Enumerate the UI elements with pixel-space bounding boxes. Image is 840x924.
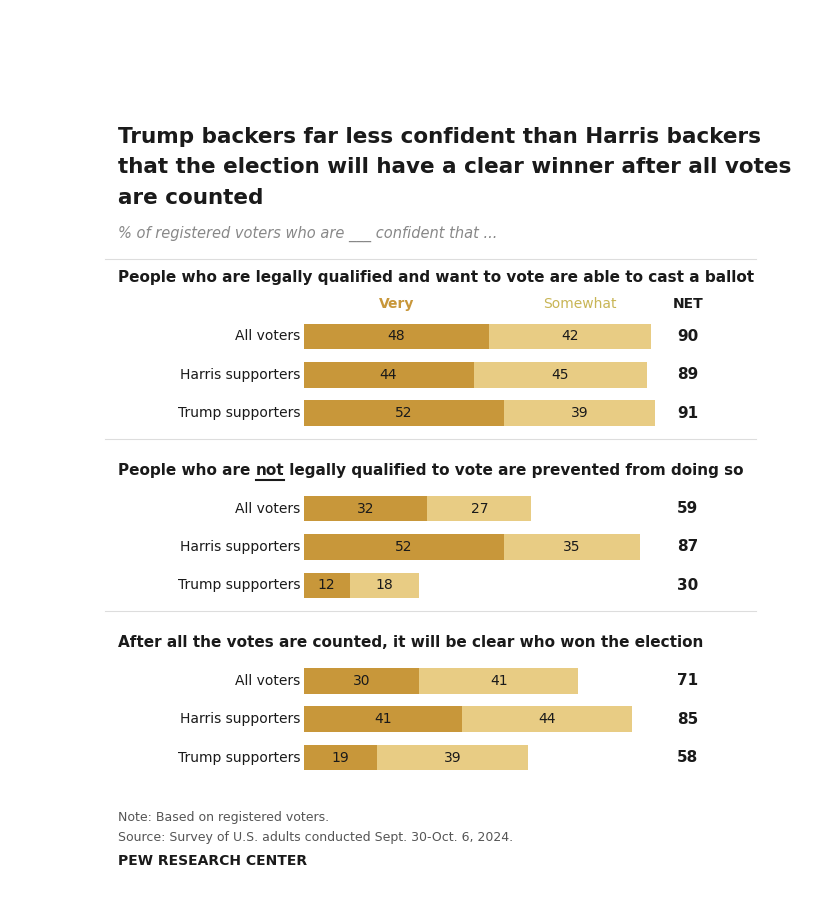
Text: 41: 41 (490, 674, 507, 687)
Bar (428, 496, 532, 521)
Text: 39: 39 (571, 407, 589, 420)
Bar (303, 534, 505, 560)
Text: People who are: People who are (118, 463, 255, 478)
Text: NET: NET (672, 297, 703, 310)
Bar (350, 573, 419, 598)
Text: Harris supporters: Harris supporters (180, 540, 301, 554)
Text: 85: 85 (677, 711, 698, 726)
Text: 58: 58 (677, 750, 698, 765)
Bar (303, 400, 505, 426)
Text: Harris supporters: Harris supporters (180, 712, 301, 726)
Text: 18: 18 (375, 578, 394, 592)
Text: 32: 32 (357, 502, 374, 516)
Text: 45: 45 (552, 368, 570, 382)
Text: Source: Survey of U.S. adults conducted Sept. 30-Oct. 6, 2024.: Source: Survey of U.S. adults conducted … (118, 831, 513, 844)
Bar (474, 362, 648, 387)
Text: 91: 91 (677, 406, 698, 420)
Text: 19: 19 (331, 750, 349, 764)
Text: Trump supporters: Trump supporters (178, 750, 301, 764)
Text: All voters: All voters (235, 329, 301, 344)
Text: 39: 39 (444, 750, 461, 764)
Text: Trump supporters: Trump supporters (178, 578, 301, 592)
Text: 59: 59 (677, 501, 698, 516)
Text: 90: 90 (677, 329, 698, 344)
Text: 30: 30 (353, 674, 370, 687)
Text: PEW RESEARCH CENTER: PEW RESEARCH CENTER (118, 854, 307, 868)
Text: 52: 52 (396, 540, 412, 554)
Text: Harris supporters: Harris supporters (180, 368, 301, 382)
Bar (505, 400, 655, 426)
Text: 44: 44 (538, 712, 556, 726)
Bar (303, 573, 350, 598)
Text: 35: 35 (564, 540, 580, 554)
Text: that the election will have a clear winner after all votes: that the election will have a clear winn… (118, 157, 791, 177)
Bar (303, 745, 377, 771)
Text: 12: 12 (318, 578, 335, 592)
Bar (303, 496, 428, 521)
Bar (419, 668, 578, 694)
Text: 89: 89 (677, 367, 698, 383)
Text: 27: 27 (470, 502, 488, 516)
Bar (489, 323, 651, 349)
Bar (303, 706, 462, 732)
Text: are counted: are counted (118, 188, 264, 208)
Text: After all the votes are counted, it will be clear who won the election: After all the votes are counted, it will… (118, 635, 703, 650)
Text: 30: 30 (677, 578, 698, 593)
Bar (303, 323, 489, 349)
Text: 42: 42 (561, 329, 579, 344)
Text: 44: 44 (380, 368, 397, 382)
Text: legally qualified to vote are prevented from doing so: legally qualified to vote are prevented … (284, 463, 743, 478)
Text: 52: 52 (396, 407, 412, 420)
Bar (303, 668, 419, 694)
Text: Note: Based on registered voters.: Note: Based on registered voters. (118, 811, 329, 824)
Bar (505, 534, 639, 560)
Text: 41: 41 (374, 712, 391, 726)
Bar (303, 362, 474, 387)
Text: Very: Very (379, 297, 414, 310)
Text: Somewhat: Somewhat (543, 297, 617, 310)
Text: All voters: All voters (235, 502, 301, 516)
Bar (462, 706, 632, 732)
Text: 71: 71 (677, 674, 698, 688)
Text: 48: 48 (387, 329, 405, 344)
Text: % of registered voters who are ___ confident that ...: % of registered voters who are ___ confi… (118, 225, 497, 242)
Text: Trump backers far less confident than Harris backers: Trump backers far less confident than Ha… (118, 127, 761, 147)
Text: 87: 87 (677, 540, 698, 554)
Text: Trump supporters: Trump supporters (178, 407, 301, 420)
Text: not: not (255, 463, 284, 478)
Bar (377, 745, 528, 771)
Text: All voters: All voters (235, 674, 301, 687)
Text: People who are legally qualified and want to vote are able to cast a ballot: People who are legally qualified and wan… (118, 270, 754, 285)
